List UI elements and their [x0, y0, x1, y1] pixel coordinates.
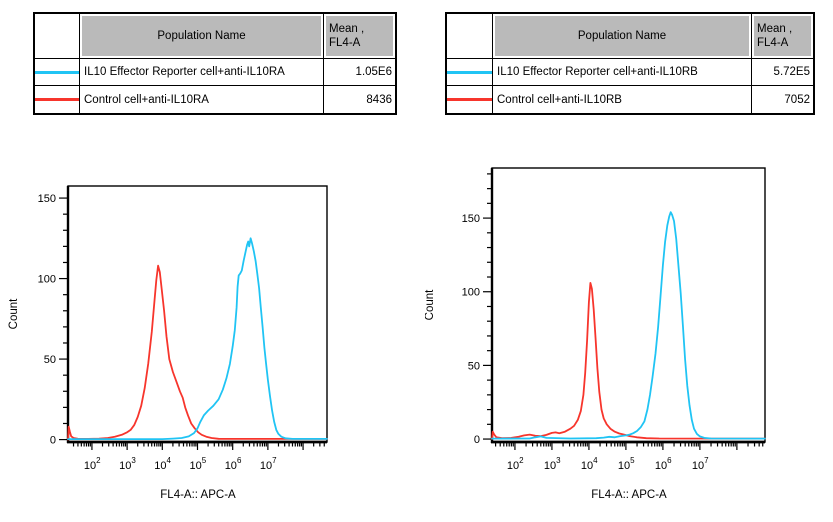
x-tick-label: 103 — [544, 456, 561, 472]
x-axis-label: FL4-A:: APC-A — [160, 489, 236, 501]
population-label: Control cell+anti-IL10RA — [84, 93, 209, 106]
control-legend-swatch — [447, 98, 492, 101]
x-axis-label: FL4-A:: APC-A — [591, 489, 667, 501]
control-histogram-curve — [67, 264, 328, 441]
population-cell: IL10 Effector Reporter cell+anti-IL10RA — [80, 59, 324, 85]
y-axis-label: Count — [425, 289, 436, 320]
population-label: Control cell+anti-IL10RB — [497, 93, 622, 106]
x-tick-label: 107 — [692, 456, 709, 472]
population-name-header: Population Name — [493, 14, 752, 58]
x-tick-label: 104 — [154, 456, 171, 472]
mean-value-cell: 5.72E5 — [752, 59, 813, 85]
x-tick-label: 102 — [507, 456, 524, 472]
mean-value-cell: 8436 — [324, 86, 395, 113]
legend-swatch-cell — [447, 59, 493, 85]
population-cell: Control cell+anti-IL10RA — [80, 86, 324, 113]
y-tick-label: 100 — [38, 274, 56, 286]
plot-frame — [491, 167, 766, 443]
legend-swatch-cell — [447, 86, 493, 113]
population-label: IL10 Effector Reporter cell+anti-IL10RB — [497, 66, 698, 78]
mean-header-line1: Mean , — [757, 23, 793, 35]
stats-table-il10rb: Population Name Mean , FL4-A IL10 Effect… — [445, 12, 815, 115]
mean-value: 1.05E6 — [355, 66, 392, 78]
x-tick-label: 102 — [84, 456, 101, 472]
y-tick-label: 0 — [474, 434, 480, 446]
legend-swatch-cell — [35, 59, 80, 85]
x-tick-label: 106 — [225, 456, 242, 472]
y-axis-ticks — [59, 197, 68, 441]
mean-header-line1: Mean , — [329, 23, 365, 35]
population-name-header-label: Population Name — [577, 30, 667, 42]
mean-value-cell: 1.05E6 — [324, 59, 395, 85]
legend-header-cell — [447, 14, 493, 58]
reporter-legend-swatch — [447, 70, 492, 74]
y-axis-label: Count — [8, 298, 20, 329]
y-tick-label: 50 — [468, 360, 480, 372]
y-tick-label: 100 — [462, 287, 480, 299]
mean-header-line2: FL4-A — [329, 37, 361, 49]
mean-header-line2: FL4-A — [757, 37, 789, 49]
x-tick-label: 103 — [119, 456, 136, 472]
x-tick-label: 105 — [190, 456, 207, 472]
control-legend-swatch — [35, 98, 79, 101]
y-axis-ticks — [483, 173, 492, 440]
population-cell: IL10 Effector Reporter cell+anti-IL10RB — [493, 59, 752, 85]
x-tick-label: 106 — [655, 456, 672, 472]
population-label: IL10 Effector Reporter cell+anti-IL10RA — [84, 66, 285, 78]
legend-header-cell — [35, 14, 80, 58]
table-row: IL10 Effector Reporter cell+anti-IL10RB … — [447, 59, 813, 86]
population-cell: Control cell+anti-IL10RB — [493, 86, 752, 113]
mean-value: 5.72E5 — [773, 66, 810, 78]
y-tick-label: 150 — [462, 213, 480, 225]
mean-value: 8436 — [366, 93, 392, 106]
stats-table-il10ra: Population Name Mean , FL4-A IL10 Effect… — [33, 12, 397, 115]
plot-frame — [67, 185, 328, 443]
table-row: Control cell+anti-IL10RA 8436 — [35, 86, 395, 113]
reporter-legend-swatch — [35, 70, 79, 74]
x-tick-label: 104 — [581, 456, 598, 472]
y-tick-label: 0 — [50, 435, 56, 447]
table-header-row: Population Name Mean , FL4-A — [447, 14, 813, 59]
legend-swatch-cell — [35, 86, 80, 113]
y-tick-label: 150 — [38, 193, 56, 205]
table-row: IL10 Effector Reporter cell+anti-IL10RA … — [35, 59, 395, 86]
population-name-header: Population Name — [80, 14, 324, 58]
mean-fl4a-header: Mean , FL4-A — [324, 14, 395, 58]
population-name-header-label: Population Name — [157, 30, 246, 42]
x-tick-label: 107 — [260, 456, 277, 472]
reporter-histogram-curve — [67, 237, 328, 441]
mean-value: 7052 — [784, 93, 810, 106]
table-row: Control cell+anti-IL10RB 7052 — [447, 86, 813, 113]
control-histogram-curve — [491, 281, 766, 441]
mean-fl4a-header: Mean , FL4-A — [752, 14, 813, 58]
x-tick-label: 105 — [618, 456, 635, 472]
table-header-row: Population Name Mean , FL4-A — [35, 14, 395, 59]
reporter-histogram-curve — [491, 211, 766, 440]
y-tick-label: 50 — [44, 354, 56, 366]
mean-value-cell: 7052 — [752, 86, 813, 113]
